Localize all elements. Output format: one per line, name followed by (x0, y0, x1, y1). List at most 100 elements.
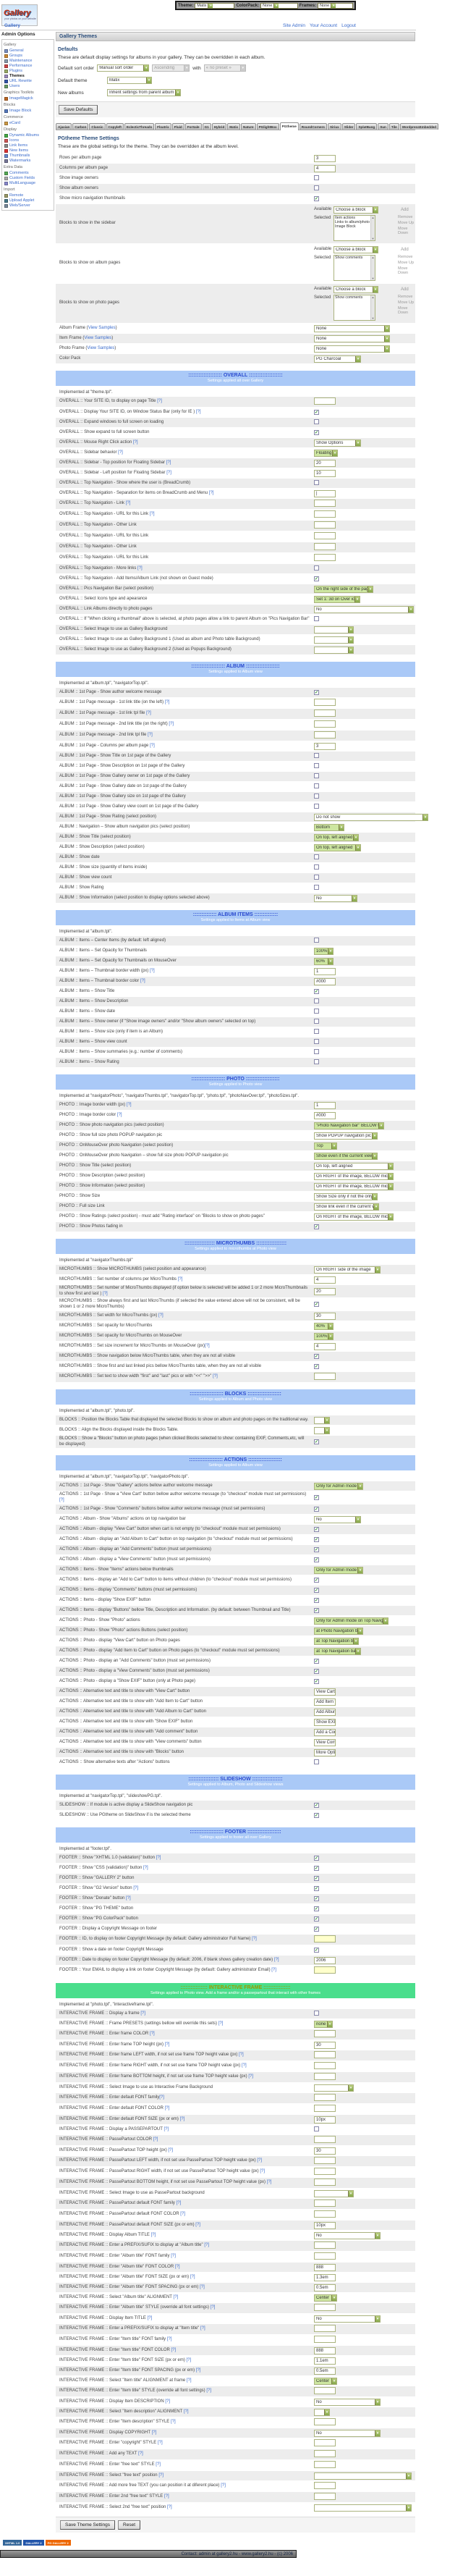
help-link[interactable]: [?] (150, 743, 155, 748)
setting-select[interactable]: On RIGHT of the image, BELOW microthumbs… (314, 1213, 394, 1221)
tab-matix[interactable]: Matix (227, 123, 241, 130)
help-link[interactable]: [?] (166, 470, 171, 475)
help-link[interactable]: [?] (148, 733, 153, 738)
listbox-item[interactable]: Show comments (335, 256, 363, 260)
setting-select[interactable]: No ▾ (314, 2398, 381, 2406)
tab-forsale[interactable]: ForSale (184, 123, 202, 130)
setting-text-input[interactable] (314, 2461, 336, 2468)
setting-select[interactable]: Show Size only if not the only view size… (314, 1192, 378, 1200)
help-link[interactable]: [?] (260, 2169, 266, 2174)
gallery-home-link[interactable]: Gallery (4, 23, 21, 28)
checkbox-checked[interactable]: ✓ (314, 1354, 319, 1359)
choose-block-select[interactable]: Choose a block ▾ (334, 246, 378, 253)
checkbox-checked[interactable]: ✓ (314, 1906, 319, 1911)
checkbox-unchecked[interactable] (314, 875, 319, 880)
setting-text-input[interactable]: Add Item t (314, 1698, 336, 1706)
setting-text-input[interactable] (314, 731, 336, 738)
setting-select[interactable]: 100% ▾ (314, 947, 334, 955)
setting-select[interactable]: Center ▾ (314, 2294, 337, 2302)
setting-text-input[interactable]: Add a Cor (314, 1728, 336, 1736)
setting-select[interactable]: at Top Navigation bar ▾ (314, 1647, 361, 1655)
setting-select[interactable]: ▾ (314, 636, 354, 644)
help-link[interactable]: [?] (170, 2420, 176, 2425)
tab-classic[interactable]: Classic (89, 123, 106, 130)
help-link[interactable]: [?] (140, 978, 145, 983)
help-link[interactable]: [?] (195, 409, 201, 414)
checkbox-unchecked[interactable] (314, 804, 319, 809)
checkbox-checked[interactable]: ✓ (314, 1527, 319, 1532)
sidebar-item-users[interactable]: Users (3, 83, 53, 88)
setting-select[interactable]: Do not show ▾ (314, 813, 428, 821)
selected-blocks-listbox[interactable]: Show comments ▲ ▼ (334, 255, 375, 281)
setting-text-input[interactable] (314, 2493, 336, 2500)
tab-eclecticthreads[interactable]: EclecticThreads (124, 123, 155, 130)
checkbox-unchecked[interactable] (314, 854, 319, 859)
setting-text-input[interactable]: 30 (314, 1312, 336, 1320)
help-link[interactable]: [?] (140, 2011, 146, 2016)
help-link[interactable]: [?] (176, 2201, 182, 2206)
help-link[interactable]: [?] (168, 2147, 174, 2152)
help-link[interactable]: [?] (252, 1937, 257, 1942)
setting-select[interactable]: Floating ▾ (314, 449, 338, 457)
setting-select[interactable]: ▾ (314, 2189, 354, 2197)
setting-text-input[interactable]: 4 (314, 1342, 336, 1350)
gallery-logo[interactable]: Gallery your photos on your website (1, 4, 38, 26)
setting-select[interactable]: On RIGHT of the image, BELOW microthumbs… (314, 1172, 394, 1180)
sidebar-item-general[interactable]: General (3, 48, 53, 53)
setting-select[interactable]: ▾ (314, 1426, 330, 1434)
help-link[interactable]: [?] (157, 399, 162, 404)
checkbox-unchecked[interactable] (314, 175, 319, 180)
checkbox-checked[interactable]: ✓ (314, 1608, 319, 1613)
listbox-item[interactable]: Show comments (335, 295, 363, 300)
listbox-item[interactable]: Image Block (335, 224, 356, 229)
setting-text-input[interactable]: 1 (314, 1101, 336, 1109)
help-link[interactable]: [?] (164, 2042, 170, 2047)
setting-select[interactable]: PG Charcoal ▾ (314, 355, 361, 363)
help-link[interactable]: [?] (238, 2053, 244, 2058)
setting-text-input[interactable] (314, 1966, 336, 1974)
default-sort-order-select[interactable]: Manual sort order ▾ (97, 64, 150, 72)
setting-select[interactable]: On the right side of the page ▾ (314, 585, 373, 593)
move-up-link[interactable]: Move Up (398, 300, 415, 305)
setting-text-input[interactable] (314, 2336, 336, 2343)
setting-text-input[interactable] (314, 2051, 336, 2058)
view-samples-link[interactable]: View Samples (84, 335, 112, 340)
view-samples-link[interactable]: View Samples (87, 345, 115, 350)
move-up-link[interactable]: Move Up (398, 261, 415, 265)
help-link[interactable]: [?] (150, 2232, 156, 2237)
setting-text-input[interactable] (314, 720, 336, 728)
setting-select[interactable]: On top, left aligned ▾ (314, 1162, 394, 1170)
setting-text-input[interactable]: 0.5em (314, 2367, 336, 2375)
help-link[interactable]: [?] (125, 1895, 131, 1901)
checkbox-checked[interactable]: ✓ (314, 410, 319, 415)
listbox-scrollbar[interactable]: ▲ ▼ (370, 216, 375, 240)
setting-text-input[interactable]: 2006 (314, 1956, 336, 1964)
move-down-link[interactable]: Move Down (398, 227, 409, 235)
save-defaults-button[interactable]: Save Defaults (59, 105, 98, 114)
checkbox-checked[interactable]: ✓ (314, 1547, 319, 1552)
reset-button[interactable]: Reset (118, 2520, 141, 2530)
tab-wordpressembedded[interactable]: WordpressEmbedded (399, 123, 439, 130)
footer-badge-3[interactable]: PG GALLERY 2 (45, 2540, 71, 2546)
setting-select[interactable]: at Top Navigation bar ▾ (314, 1637, 359, 1645)
setting-text-input[interactable] (314, 1935, 336, 1942)
checkbox-checked[interactable]: ✓ (314, 1537, 319, 1542)
help-link[interactable]: [?] (206, 2388, 211, 2394)
checkbox-checked[interactable]: ✓ (314, 1659, 319, 1664)
checkbox-checked[interactable]: ✓ (314, 1598, 319, 1603)
checkbox-unchecked[interactable] (314, 938, 319, 943)
listbox-item[interactable]: Item actions (335, 216, 355, 220)
setting-select[interactable]: Only for Admin mode on Top Navigation ba… (314, 1617, 388, 1625)
checkbox-checked[interactable]: ✓ (314, 1916, 319, 1922)
add-block-link[interactable]: Add (401, 208, 409, 212)
setting-text-input[interactable] (314, 2094, 336, 2101)
setting-text-input[interactable]: | (314, 489, 336, 497)
sidebar-item-url-rewrite[interactable]: URL Rewrite (3, 78, 53, 83)
setting-text-input[interactable] (314, 510, 336, 518)
setting-text-input[interactable]: 3 (314, 742, 336, 750)
tab-splatbang[interactable]: SplatBang (356, 123, 378, 130)
listbox-scrollbar[interactable]: ▲ ▼ (370, 256, 375, 280)
remove-link[interactable]: Remove (398, 215, 413, 219)
setting-text-input[interactable] (314, 2252, 336, 2260)
frames-select[interactable]: None ▾ (318, 2, 353, 9)
